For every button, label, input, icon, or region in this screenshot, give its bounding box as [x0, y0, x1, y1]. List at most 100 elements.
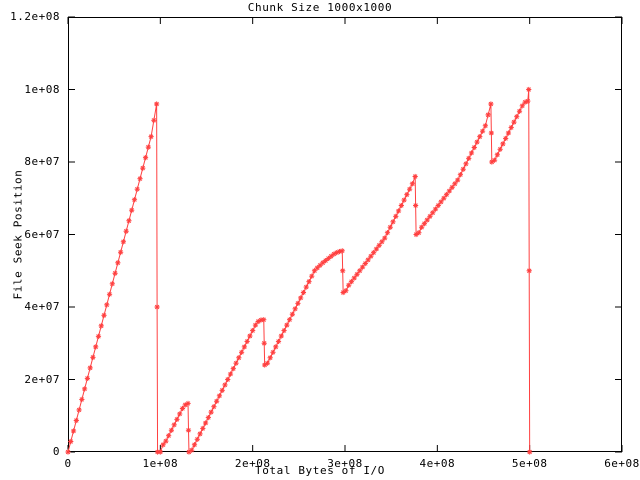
- data-point-marker: [225, 376, 231, 383]
- data-point-marker: [474, 139, 480, 145]
- data-point-marker: [118, 249, 124, 255]
- data-point-marker: [387, 224, 393, 230]
- data-point-marker: [298, 295, 304, 301]
- data-point-marker: [438, 199, 444, 205]
- data-point-marker: [185, 400, 191, 407]
- data-point-marker: [230, 366, 236, 372]
- data-point-marker: [197, 431, 203, 437]
- data-point-marker: [309, 273, 315, 279]
- data-point-marker: [430, 210, 436, 216]
- data-point-marker: [101, 312, 107, 318]
- data-point-marker: [491, 157, 498, 163]
- data-point-marker: [166, 433, 172, 439]
- data-point-marker: [412, 173, 418, 180]
- data-point-marker: [219, 387, 225, 393]
- data-point-marker: [413, 231, 419, 238]
- data-point-marker: [211, 404, 217, 410]
- data-point-marker: [264, 360, 271, 366]
- data-point-marker: [177, 411, 183, 417]
- x-tick-label: 2e+08: [234, 457, 271, 470]
- x-tick-label: 1e+08: [142, 457, 179, 470]
- data-point-marker: [449, 184, 455, 190]
- data-point-marker: [446, 188, 452, 194]
- data-point-marker: [384, 230, 391, 236]
- chart-title: Chunk Size 1000x1000: [247, 1, 393, 14]
- data-point-marker: [179, 405, 186, 412]
- y-tick-label: 4e+07: [24, 300, 60, 313]
- data-point-marker: [368, 253, 374, 259]
- data-point-marker: [73, 417, 79, 424]
- x-tick-label: 5e+08: [511, 457, 548, 470]
- data-point-marker: [348, 279, 355, 285]
- data-point-marker: [346, 282, 352, 288]
- data-point-marker: [427, 213, 433, 219]
- data-point-marker: [238, 349, 245, 355]
- data-point-marker: [300, 289, 307, 296]
- data-point-marker: [186, 449, 192, 455]
- data-point-marker: [413, 202, 419, 209]
- data-point-marker: [189, 447, 195, 453]
- data-point-marker: [468, 150, 475, 156]
- data-point-marker: [494, 152, 500, 158]
- data-point-marker: [185, 427, 192, 433]
- data-point-marker: [503, 135, 509, 142]
- data-point-marker: [284, 322, 290, 328]
- data-point-marker: [376, 242, 382, 248]
- data-point-marker: [339, 248, 345, 254]
- data-point-marker: [393, 213, 399, 219]
- data-point-marker: [441, 195, 447, 201]
- data-point-marker: [421, 221, 428, 227]
- data-point-marker: [457, 172, 464, 178]
- data-point-marker: [351, 275, 357, 281]
- data-point-marker: [485, 112, 491, 118]
- data-point-marker: [120, 239, 126, 245]
- data-point-marker: [452, 181, 458, 187]
- x-axis-label: Total Bytes of I/O: [254, 464, 385, 477]
- y-axis-label: File Seek Position: [11, 169, 25, 300]
- x-tick-label: 6e+08: [604, 457, 640, 470]
- data-point-marker: [123, 228, 129, 234]
- data-point-marker: [525, 98, 531, 104]
- y-tick-label: 8e+07: [24, 155, 60, 168]
- data-point-marker: [261, 317, 267, 323]
- x-tick-label: 4e+08: [419, 457, 456, 470]
- data-point-marker: [379, 239, 385, 245]
- y-tick-label: 1e+08: [24, 82, 60, 96]
- data-point-marker: [171, 422, 177, 428]
- data-point-marker: [208, 409, 214, 415]
- data-point-marker: [343, 288, 349, 294]
- data-point-marker: [154, 304, 160, 310]
- x-tick-label: 3e+08: [327, 457, 363, 470]
- data-point-marker: [455, 177, 461, 183]
- data-point-marker: [262, 362, 268, 368]
- data-point-marker: [151, 117, 157, 123]
- data-point-marker: [292, 306, 298, 312]
- data-point-marker: [90, 354, 96, 360]
- data-point-marker: [289, 311, 295, 317]
- data-point-marker: [471, 144, 477, 151]
- data-point-marker: [354, 271, 360, 277]
- data-point-marker: [200, 425, 206, 432]
- data-point-marker: [340, 289, 346, 296]
- data-point-marker: [270, 349, 276, 355]
- data-point-marker: [416, 230, 422, 236]
- data-point-marker: [109, 281, 115, 287]
- data-point-marker: [526, 268, 532, 274]
- data-point-marker: [505, 130, 512, 136]
- data-point-marker: [137, 176, 143, 182]
- data-point-marker: [340, 268, 346, 274]
- data-point-marker: [373, 246, 379, 252]
- data-point-marker: [95, 333, 102, 339]
- data-point-marker: [398, 202, 404, 209]
- data-point-marker: [252, 322, 259, 328]
- data-point-marker: [154, 101, 160, 107]
- data-point-marker: [247, 333, 253, 339]
- data-point-marker: [482, 123, 488, 129]
- y-tick-label: 6e+07: [24, 227, 60, 241]
- data-point-marker: [516, 108, 523, 114]
- data-point-marker: [115, 260, 121, 266]
- data-point-marker: [65, 449, 71, 455]
- data-point-marker: [267, 355, 273, 361]
